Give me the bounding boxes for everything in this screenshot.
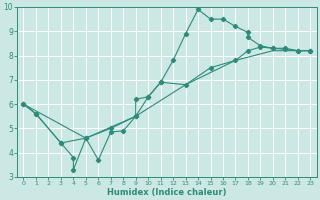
X-axis label: Humidex (Indice chaleur): Humidex (Indice chaleur) [107,188,227,197]
